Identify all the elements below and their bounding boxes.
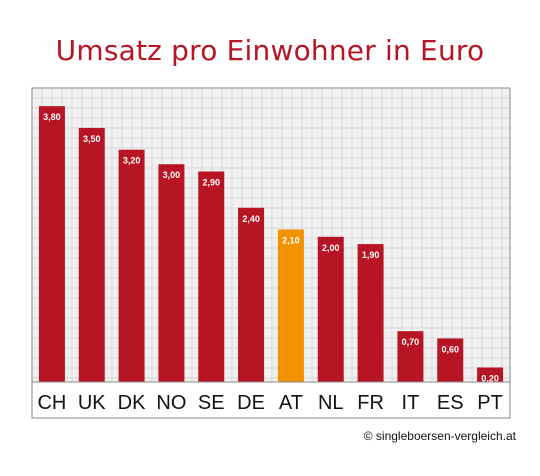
data-label: 2,90 xyxy=(202,177,220,187)
data-label: 1,90 xyxy=(362,250,380,260)
x-tick-label: ES xyxy=(437,392,464,414)
data-label: 0,70 xyxy=(402,337,420,347)
bar-de xyxy=(238,207,265,382)
x-axis: CH UK DK NO SE DE AT NL FR IT ES PT xyxy=(31,87,511,419)
x-tick-label: CH xyxy=(37,392,66,414)
chart-title: Umsatz pro Einwohner in Euro xyxy=(55,34,485,67)
data-label: 2,10 xyxy=(282,236,300,246)
data-label: 3,50 xyxy=(83,134,101,144)
bar-ch xyxy=(38,106,65,383)
source-credit: © singleboersen-vergleich.at xyxy=(363,429,516,443)
chart-frame xyxy=(31,87,511,419)
bar-pt xyxy=(477,367,504,382)
bar-at xyxy=(277,229,304,382)
x-tick-label: AT xyxy=(279,392,303,414)
data-label: 0,60 xyxy=(441,344,459,354)
x-tick-label: PT xyxy=(477,392,503,414)
data-label: 2,40 xyxy=(242,214,260,224)
bar-uk xyxy=(78,127,105,382)
data-label: 3,80 xyxy=(43,112,61,122)
bar-se xyxy=(198,171,225,382)
bar-es xyxy=(437,338,464,382)
x-tick-label: NO xyxy=(156,392,186,414)
x-axis-label-band xyxy=(31,381,511,419)
bar-no xyxy=(158,164,185,382)
bar-dk xyxy=(118,149,145,382)
x-tick-label: NL xyxy=(318,392,344,414)
x-tick-label: DK xyxy=(118,392,146,414)
bar-fr xyxy=(357,244,384,382)
x-tick-label: SE xyxy=(198,392,225,414)
bar-it xyxy=(397,331,424,382)
bar-nl xyxy=(317,236,344,382)
bars xyxy=(38,106,504,383)
x-tick-label: DE xyxy=(237,392,265,414)
x-tick-label: IT xyxy=(402,392,420,414)
data-labels: 3,80 3,50 3,20 3,00 2,90 2,40 2,10 2,00 1,90 0,70… xyxy=(43,112,499,383)
data-label: 3,20 xyxy=(123,156,141,166)
data-label: 0,20 xyxy=(481,373,499,383)
x-tick-label: UK xyxy=(78,392,106,414)
data-label: 3,00 xyxy=(163,170,181,180)
data-label: 2,00 xyxy=(322,243,340,253)
x-tick-label: FR xyxy=(357,392,384,414)
